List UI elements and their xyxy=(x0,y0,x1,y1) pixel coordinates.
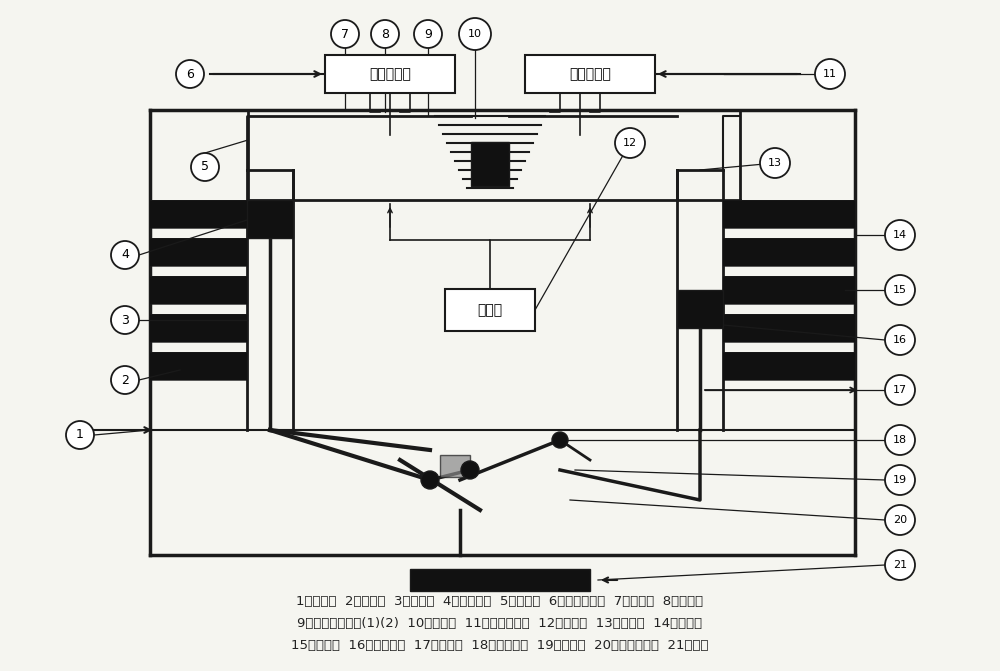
Circle shape xyxy=(885,275,915,305)
Text: 稳压调节器: 稳压调节器 xyxy=(569,67,611,81)
Circle shape xyxy=(111,366,139,394)
Circle shape xyxy=(331,20,359,48)
Text: 1：气缸体  2：热气缸  3：活塞杆  4：动力活塞  5：热气管  6：温差调节器  7：回热器  8：热铜管: 1：气缸体 2：热气缸 3：活塞杆 4：动力活塞 5：热气管 6：温差调节器 7… xyxy=(296,595,704,608)
Bar xyxy=(247,200,293,238)
Circle shape xyxy=(459,18,491,50)
Bar xyxy=(325,55,455,93)
Bar xyxy=(723,238,855,266)
Circle shape xyxy=(191,153,219,181)
Bar xyxy=(150,352,247,380)
Bar xyxy=(150,200,247,228)
Circle shape xyxy=(885,425,915,455)
Bar xyxy=(410,569,590,591)
Bar xyxy=(677,290,723,328)
Circle shape xyxy=(552,432,568,448)
Circle shape xyxy=(885,220,915,250)
Text: 20: 20 xyxy=(893,515,907,525)
Text: 8: 8 xyxy=(381,28,389,40)
Text: 10: 10 xyxy=(468,29,482,39)
Text: 14: 14 xyxy=(893,230,907,240)
Text: 7: 7 xyxy=(341,28,349,40)
Circle shape xyxy=(815,59,845,89)
Circle shape xyxy=(111,241,139,269)
Bar xyxy=(440,455,470,477)
Text: 1: 1 xyxy=(76,429,84,442)
Text: 3: 3 xyxy=(121,313,129,327)
Circle shape xyxy=(885,465,915,495)
Circle shape xyxy=(461,461,479,479)
Circle shape xyxy=(885,375,915,405)
Text: 17: 17 xyxy=(893,385,907,395)
Bar xyxy=(150,276,247,304)
Bar xyxy=(445,289,535,331)
Text: 蓄电池: 蓄电池 xyxy=(477,303,503,317)
Circle shape xyxy=(885,505,915,535)
Text: 9: 9 xyxy=(424,28,432,40)
Text: 15：散热片  16：配气活塞  17：活塞杆  18：扭力摇臂  19：平衡杆  20：倾斜角转轴  21：飞轮: 15：散热片 16：配气活塞 17：活塞杆 18：扭力摇臂 19：平衡杆 20：… xyxy=(291,639,709,652)
Bar xyxy=(471,142,509,186)
Text: 温差调节器: 温差调节器 xyxy=(369,67,411,81)
Circle shape xyxy=(66,421,94,449)
Bar xyxy=(150,238,247,266)
Text: 21: 21 xyxy=(893,560,907,570)
Bar xyxy=(723,314,855,342)
Text: 16: 16 xyxy=(893,335,907,345)
Text: 11: 11 xyxy=(823,69,837,79)
Text: 4: 4 xyxy=(121,248,129,262)
Bar xyxy=(525,55,655,93)
Circle shape xyxy=(421,471,439,489)
Circle shape xyxy=(885,325,915,355)
Circle shape xyxy=(885,550,915,580)
Circle shape xyxy=(760,148,790,178)
Circle shape xyxy=(414,20,442,48)
Bar xyxy=(723,352,855,380)
Text: 15: 15 xyxy=(893,285,907,295)
Circle shape xyxy=(111,306,139,334)
Bar xyxy=(723,200,855,228)
Text: 13: 13 xyxy=(768,158,782,168)
Text: 18: 18 xyxy=(893,435,907,445)
Circle shape xyxy=(176,60,204,88)
Text: 9：半导体冷热片(1)(2)  10：冷铜管  11：稳压调节器  12：蓄电池  13：冷气管  14：冷气缸: 9：半导体冷热片(1)(2) 10：冷铜管 11：稳压调节器 12：蓄电池 13… xyxy=(297,617,703,630)
Text: 6: 6 xyxy=(186,68,194,81)
Circle shape xyxy=(371,20,399,48)
Circle shape xyxy=(615,128,645,158)
Text: 19: 19 xyxy=(893,475,907,485)
Text: 2: 2 xyxy=(121,374,129,386)
Text: 5: 5 xyxy=(201,160,209,174)
Text: 12: 12 xyxy=(623,138,637,148)
Bar xyxy=(723,276,855,304)
Bar xyxy=(150,314,247,342)
